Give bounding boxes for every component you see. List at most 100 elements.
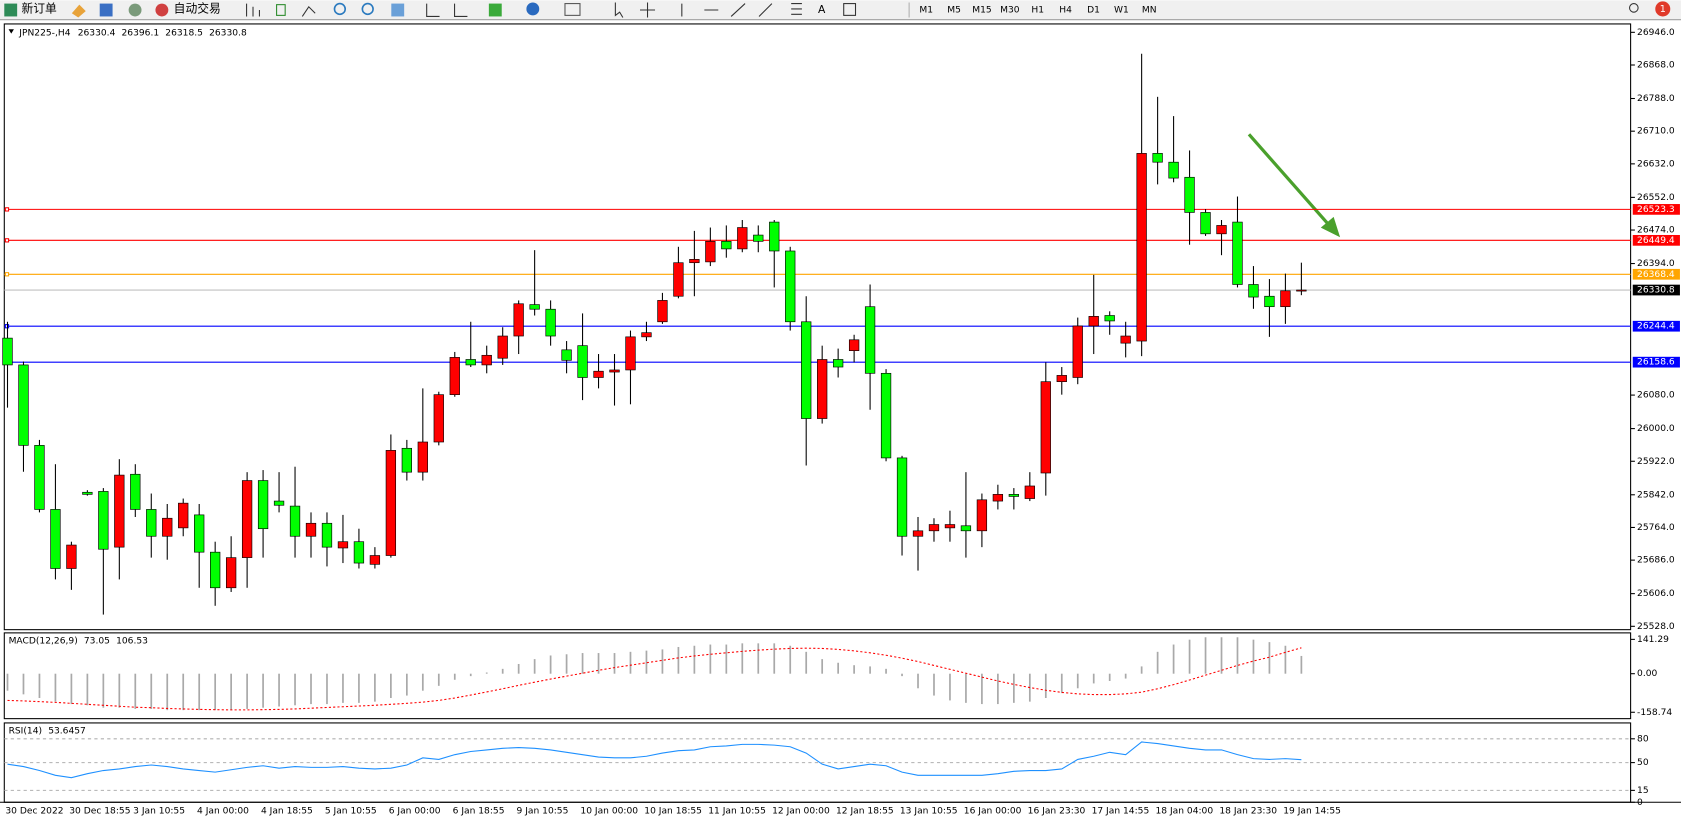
- icon[interactable]: [301, 5, 316, 17]
- y-tick-label: 0.00: [1637, 669, 1657, 679]
- x-tick-label: 13 Jan 10:55: [900, 806, 958, 816]
- candle-body: [321, 522, 333, 548]
- y-tick-label: 26394.0: [1637, 259, 1675, 269]
- candle-body: [1200, 212, 1211, 235]
- candle-body: [785, 250, 796, 323]
- timeframe-button[interactable]: M15: [972, 6, 991, 16]
- candle-body: [1296, 289, 1307, 292]
- candle-body: [817, 359, 828, 419]
- candle-body: [1216, 225, 1227, 235]
- icon[interactable]: [426, 3, 440, 17]
- icon[interactable]: [454, 3, 468, 17]
- y-tick-label: 25528.0: [1637, 622, 1675, 632]
- candle-body: [625, 336, 636, 371]
- candle-body: [753, 234, 764, 242]
- text-icon[interactable]: A: [818, 3, 826, 16]
- y-tick-label: 26710.0: [1637, 127, 1675, 137]
- candle-body: [1232, 221, 1243, 285]
- timeframe-button[interactable]: H4: [1059, 6, 1072, 16]
- timeframe-button[interactable]: M30: [1000, 6, 1020, 16]
- candle-body: [769, 221, 780, 252]
- timeframe-button[interactable]: MN: [1142, 6, 1157, 16]
- candle-body: [721, 241, 732, 250]
- arrow-head: [1320, 216, 1341, 238]
- candle-body: [1040, 381, 1051, 474]
- candle-body: [960, 525, 972, 532]
- zoom-in[interactable]: [333, 2, 347, 16]
- candle-body: [353, 541, 365, 564]
- icon[interactable]: [564, 3, 581, 16]
- candle-body: [1056, 375, 1067, 383]
- icon[interactable]: [276, 4, 286, 16]
- auto-trading-icon[interactable]: [155, 3, 169, 17]
- level-label-bg: [1632, 234, 1680, 246]
- candle-body: [225, 557, 237, 589]
- y-tick-label: 25686.0: [1637, 556, 1675, 566]
- x-tick-label: 11 Jan 10:55: [708, 806, 766, 816]
- candle-body: [305, 522, 317, 537]
- icon[interactable]: [526, 2, 540, 16]
- level-label-bg: [1632, 320, 1680, 332]
- toolbar: 新订单 自动交易 A 1: [0, 0, 1681, 21]
- y-tick-label: 26632.0: [1637, 159, 1675, 169]
- timeframe-button[interactable]: M5: [947, 6, 961, 16]
- y-tick-label: 25842.0: [1637, 490, 1675, 500]
- x-tick-label: 10 Jan 18:55: [644, 806, 702, 816]
- macd-frame: [3, 632, 1632, 720]
- y-tick-label: 141.29: [1637, 635, 1669, 645]
- timeframe-button[interactable]: M1: [919, 6, 933, 16]
- x-tick-label: 6 Jan 18:55: [453, 806, 505, 816]
- candle-body: [657, 300, 668, 323]
- new-order[interactable]: 新订单: [21, 1, 57, 15]
- search-icon[interactable]: [1629, 3, 1639, 13]
- level-label: 26449.4: [1637, 236, 1675, 246]
- notification-badge[interactable]: [1655, 1, 1671, 17]
- candle-body: [545, 308, 556, 337]
- y-tick-label: 26552.0: [1637, 193, 1675, 203]
- candle-body: [146, 509, 157, 537]
- cursor-icon[interactable]: [614, 2, 624, 18]
- auto-trading[interactable]: 自动交易: [174, 1, 221, 15]
- x-tick-label: 18 Jan 04:00: [1155, 806, 1213, 816]
- icon[interactable]: [246, 3, 260, 17]
- crosshair-icon[interactable]: [640, 2, 656, 18]
- x-tick-label: 10 Jan 00:00: [580, 806, 638, 816]
- x-tick-label: 16 Jan 23:30: [1028, 806, 1086, 816]
- timeframe-button[interactable]: W1: [1114, 6, 1129, 16]
- y-tick-label: 26868.0: [1637, 60, 1675, 70]
- candle-body: [944, 524, 956, 529]
- level-handle: [4, 272, 10, 277]
- x-tick-label: 19 Jan 14:55: [1283, 806, 1341, 816]
- candle-body: [801, 321, 812, 419]
- draw-icons[interactable]: [758, 3, 802, 17]
- timeframe-button[interactable]: D1: [1087, 6, 1100, 16]
- icon[interactable]: [128, 3, 142, 17]
- candle-body: [385, 450, 397, 556]
- zoom-out[interactable]: [361, 2, 374, 16]
- toolbar-bg: [0, 0, 1681, 20]
- timeframe-button[interactable]: H1: [1031, 6, 1044, 16]
- level-label-bg: [1632, 268, 1680, 280]
- candle-body: [864, 306, 876, 374]
- candle-body: [513, 303, 524, 337]
- new-order-icon[interactable]: [4, 3, 18, 17]
- candle-body: [433, 394, 444, 443]
- y-tick-label: 26000.0: [1637, 424, 1675, 434]
- candle-body: [130, 473, 141, 510]
- candle-body: [241, 480, 253, 558]
- x-tick-label: 6 Jan 00:00: [389, 806, 441, 816]
- signal-last: 106.53: [116, 636, 148, 646]
- icon[interactable]: [71, 4, 86, 18]
- badge-count: 1: [1660, 4, 1666, 15]
- icon[interactable]: [99, 3, 113, 17]
- candle-body: [210, 551, 221, 589]
- macd-title: MACD(12,26,9): [9, 636, 78, 646]
- label-icon[interactable]: [843, 3, 857, 16]
- rsi-title: RSI(14): [9, 726, 43, 736]
- candle-body: [98, 491, 109, 550]
- draw-icons[interactable]: [681, 3, 746, 17]
- icon[interactable]: [391, 3, 405, 17]
- y-tick-label: 25922.0: [1637, 457, 1675, 467]
- icon[interactable]: [488, 3, 502, 17]
- candle-body: [1248, 284, 1259, 298]
